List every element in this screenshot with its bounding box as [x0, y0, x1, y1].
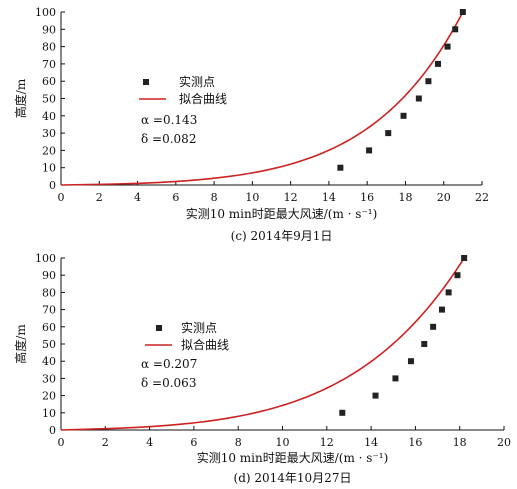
x-tick-label: 14	[322, 191, 336, 204]
data-point	[438, 306, 445, 313]
delta-annotation: δ =0.063	[141, 376, 196, 390]
fit-curve	[60, 257, 465, 431]
data-point	[454, 272, 461, 279]
y-tick-label: 60	[42, 321, 56, 334]
x-tick-label: 0	[58, 436, 65, 449]
x-tick-label: 16	[360, 191, 374, 204]
y-tick-label: 10	[42, 407, 56, 420]
data-point	[445, 289, 452, 296]
y-tick-label: 80	[42, 41, 56, 54]
legend-marker-points	[156, 325, 162, 331]
data-point	[430, 323, 437, 330]
x-tick-label: 8	[235, 436, 242, 449]
x-tick-label: 22	[475, 191, 489, 204]
y-tick-label: 20	[42, 390, 56, 403]
x-axis-title: 实测10 min时距最大风速/(m · s⁻¹)	[197, 450, 389, 465]
x-tick-label: 6	[190, 436, 197, 449]
y-tick-label: 30	[42, 127, 56, 140]
y-tick-label: 10	[42, 162, 56, 175]
x-tick-label: 2	[102, 436, 109, 449]
delta-annotation: δ =0.082	[141, 132, 196, 146]
x-tick-label: 0	[58, 191, 65, 204]
y-tick-label: 100	[35, 252, 56, 265]
data-point	[366, 147, 373, 154]
x-tick-label: 2	[96, 191, 103, 204]
x-tick-label: 8	[211, 191, 218, 204]
data-point	[372, 392, 379, 399]
y-tick-label: 90	[42, 23, 56, 36]
data-point	[421, 341, 428, 347]
x-tick-label: 12	[284, 191, 298, 204]
legend-marker-points	[143, 79, 149, 85]
legend-label-points: 实测点	[179, 74, 215, 89]
data-point	[339, 409, 346, 416]
data-point	[407, 358, 414, 365]
chart-caption: (c) 2014年9月1日	[231, 229, 333, 243]
x-tick-label: 16	[408, 436, 422, 449]
chart-panel: 0 2 4 6 8 10 12 14 16 18 20 0 10 20 30 40 50 60 70 80 90 100 实…	[13, 252, 511, 485]
x-tick-label: 18	[398, 191, 412, 204]
legend-label-curve: 拟合曲线	[179, 91, 227, 106]
data-point	[385, 130, 392, 137]
data-point	[425, 78, 432, 85]
x-tick-label: 12	[320, 436, 334, 449]
x-tick-label: 10	[276, 436, 290, 449]
y-tick-label: 100	[35, 6, 56, 19]
data-point	[415, 95, 422, 102]
x-axis-title: 实测10 min时距最大风速/(m · s⁻¹)	[186, 206, 378, 221]
x-tick-label: 6	[172, 191, 179, 204]
alpha-annotation: α =0.207	[141, 357, 197, 371]
data-point	[452, 26, 459, 33]
y-tick-label: 50	[42, 338, 56, 351]
chart-panel: 0 2 4 6 8 10 12 14 16 18 20 22 0 10 20 30 40 50 60 70 80 90 10…	[13, 6, 489, 243]
y-tick-label: 70	[42, 304, 56, 317]
data-point	[392, 375, 399, 382]
y-axis-title: 高度/m	[13, 78, 28, 118]
data-point	[459, 9, 466, 15]
data-point	[337, 164, 344, 171]
y-tick-label: 0	[49, 424, 56, 437]
y-tick-label: 80	[42, 286, 56, 299]
alpha-annotation: α =0.143	[141, 113, 197, 127]
x-tick-label: 4	[146, 436, 153, 449]
y-tick-label: 40	[42, 355, 56, 368]
y-tick-label: 60	[42, 75, 56, 88]
y-tick-label: 0	[49, 179, 56, 192]
data-point	[461, 255, 468, 261]
y-axis-title: 高度/m	[13, 324, 28, 364]
x-tick-label: 20	[497, 436, 511, 449]
y-tick-label: 40	[42, 110, 56, 123]
y-tick-label: 90	[42, 269, 56, 282]
x-tick-label: 10	[245, 191, 259, 204]
y-tick-label: 70	[42, 58, 56, 71]
fit-curve	[60, 11, 464, 186]
chart-caption: (d) 2014年10月27日	[234, 471, 352, 485]
y-tick-label: 50	[42, 93, 56, 106]
x-tick-label: 4	[134, 191, 141, 204]
x-tick-label: 14	[364, 436, 378, 449]
legend-label-points: 实测点	[181, 320, 217, 335]
data-point	[400, 112, 407, 119]
y-tick-label: 30	[42, 372, 56, 385]
x-tick-label: 18	[453, 436, 467, 449]
y-tick-label: 20	[42, 144, 56, 157]
legend-label-curve: 拟合曲线	[181, 337, 229, 352]
data-point	[444, 43, 451, 50]
x-tick-label: 20	[437, 191, 451, 204]
data-point	[434, 60, 441, 67]
